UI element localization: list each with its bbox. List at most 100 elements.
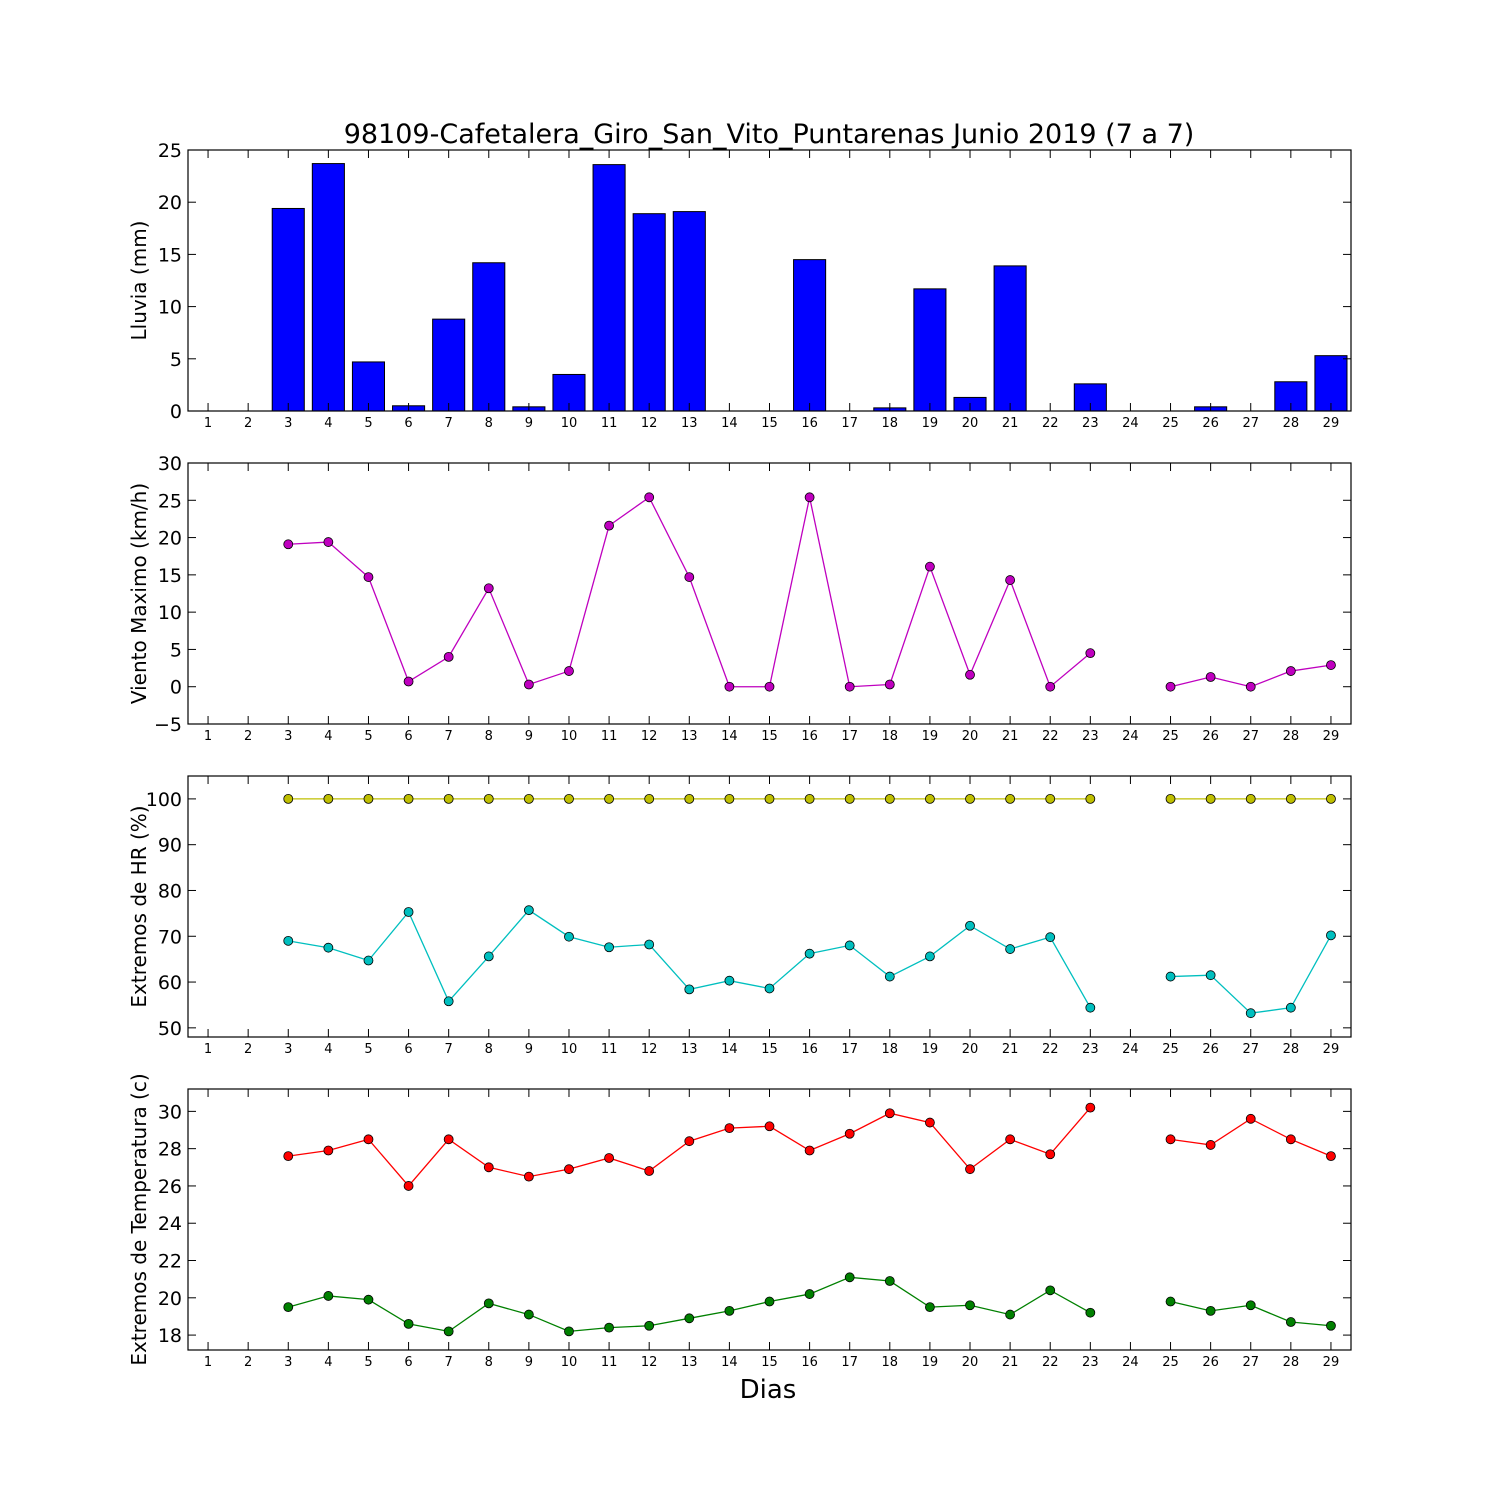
x-tick-label: 17 — [841, 729, 858, 744]
x-tick-label: 19 — [922, 1042, 939, 1057]
series-2-point — [604, 942, 614, 953]
x-tick-label: 12 — [641, 729, 658, 744]
series-2-point — [1326, 930, 1336, 941]
x-tick-label: 10 — [561, 1355, 578, 1370]
bar — [271, 207, 305, 412]
x-tick-label: 13 — [681, 1355, 698, 1370]
series-1-point — [884, 679, 895, 690]
x-tick-label: 28 — [1283, 1042, 1300, 1057]
y-tick-label: 10 — [158, 602, 182, 624]
series-1-point — [724, 1123, 735, 1134]
series-2-point — [804, 1289, 815, 1299]
series-1-point — [323, 793, 334, 804]
y-tick-label: 28 — [158, 1139, 182, 1161]
y-tick-label: 20 — [158, 1288, 182, 1310]
x-tick-label: 10 — [561, 1042, 578, 1057]
y-axis-label: Lluvia (mm) — [127, 221, 151, 341]
series-1-point — [724, 793, 735, 804]
x-tick-label: 15 — [761, 729, 778, 744]
series-1-point — [283, 1151, 294, 1162]
series-1-point — [604, 793, 614, 804]
x-tick-label: 2 — [244, 416, 252, 431]
series-2-point — [323, 942, 334, 953]
series-2-point — [644, 939, 655, 950]
series-1-point — [403, 793, 414, 804]
x-tick-label: 16 — [801, 1042, 818, 1057]
series-1-point — [884, 1108, 895, 1119]
series-2-point — [844, 940, 855, 951]
series-2-point — [884, 1276, 895, 1286]
y-tick-label: 30 — [158, 453, 182, 475]
series-1-point — [1085, 648, 1096, 659]
series-1-point — [363, 793, 374, 804]
y-tick-label: 25 — [158, 140, 182, 162]
series-1-point — [1165, 1134, 1176, 1145]
x-tick-label: 15 — [761, 1355, 778, 1370]
series-1-point — [844, 793, 855, 804]
x-tick-label: 28 — [1283, 729, 1300, 744]
series-2-point — [403, 907, 414, 917]
x-tick-label: 5 — [364, 416, 372, 431]
x-tick-label: 1 — [204, 416, 212, 431]
x-tick-label: 15 — [761, 1042, 778, 1057]
series-1-point — [1005, 793, 1016, 804]
bar — [793, 259, 827, 412]
series-1-point — [1045, 681, 1056, 692]
x-tick-label: 5 — [364, 729, 372, 744]
series-2-point — [1245, 1008, 1256, 1019]
x-tick-label: 8 — [485, 1355, 493, 1370]
series-1-point — [764, 1121, 775, 1132]
x-tick-label: 17 — [841, 416, 858, 431]
series-2-point — [1165, 971, 1176, 982]
series-1-point — [684, 793, 695, 804]
x-tick-label: 5 — [364, 1042, 372, 1057]
series-1-point — [1085, 1102, 1096, 1113]
y-axis-label: Viento Maximo (km/h) — [127, 483, 151, 704]
series-2-point — [644, 1320, 655, 1331]
x-tick-label: 26 — [1202, 416, 1219, 431]
x-tick-label: 18 — [882, 729, 899, 744]
series-1-point — [363, 572, 374, 582]
y-tick-label: 70 — [158, 926, 182, 948]
x-tick-label: 21 — [1002, 416, 1019, 431]
series-2-point — [1326, 1320, 1336, 1331]
x-tick-label: 16 — [801, 416, 818, 431]
x-tick-label: 9 — [525, 729, 533, 744]
x-tick-label: 14 — [721, 1042, 738, 1057]
x-tick-label: 17 — [841, 1042, 858, 1057]
series-1-point — [724, 681, 735, 692]
series-1-point — [884, 793, 895, 804]
series-2-point — [1245, 1300, 1256, 1311]
series-1-point — [443, 793, 454, 804]
bar — [632, 213, 666, 412]
y-tick-label: 60 — [158, 972, 182, 994]
x-tick-label: 17 — [841, 1355, 858, 1370]
x-tick-label: 18 — [882, 1355, 899, 1370]
x-tick-label: 27 — [1242, 729, 1259, 744]
y-axis-label: Extremos de Temperatura (c) — [127, 1073, 151, 1365]
x-tick-label: 20 — [962, 416, 979, 431]
series-2-point — [604, 1322, 614, 1333]
series-1-point — [1205, 1140, 1216, 1150]
series-2-point — [403, 1319, 414, 1329]
series-2-point — [483, 1298, 494, 1309]
x-tick-label: 3 — [284, 1355, 292, 1370]
series-2-point — [684, 984, 695, 995]
x-tick-label: 11 — [601, 1355, 618, 1370]
series-1-point — [1326, 793, 1336, 804]
y-tick-label: −5 — [154, 714, 182, 736]
series-1-line — [288, 496, 1091, 688]
series-1-point — [1205, 793, 1216, 804]
x-tick-label: 3 — [284, 416, 292, 431]
x-tick-label: 18 — [882, 1042, 899, 1057]
x-tick-label: 22 — [1042, 416, 1059, 431]
x-tick-label: 11 — [601, 1042, 618, 1057]
bar — [913, 288, 947, 412]
series-2-point — [764, 983, 775, 994]
x-tick-label: 6 — [404, 1042, 412, 1057]
bar — [993, 265, 1027, 412]
x-tick-label: 23 — [1082, 1042, 1099, 1057]
x-tick-label: 9 — [525, 1042, 533, 1057]
series-1-point — [403, 1181, 414, 1191]
